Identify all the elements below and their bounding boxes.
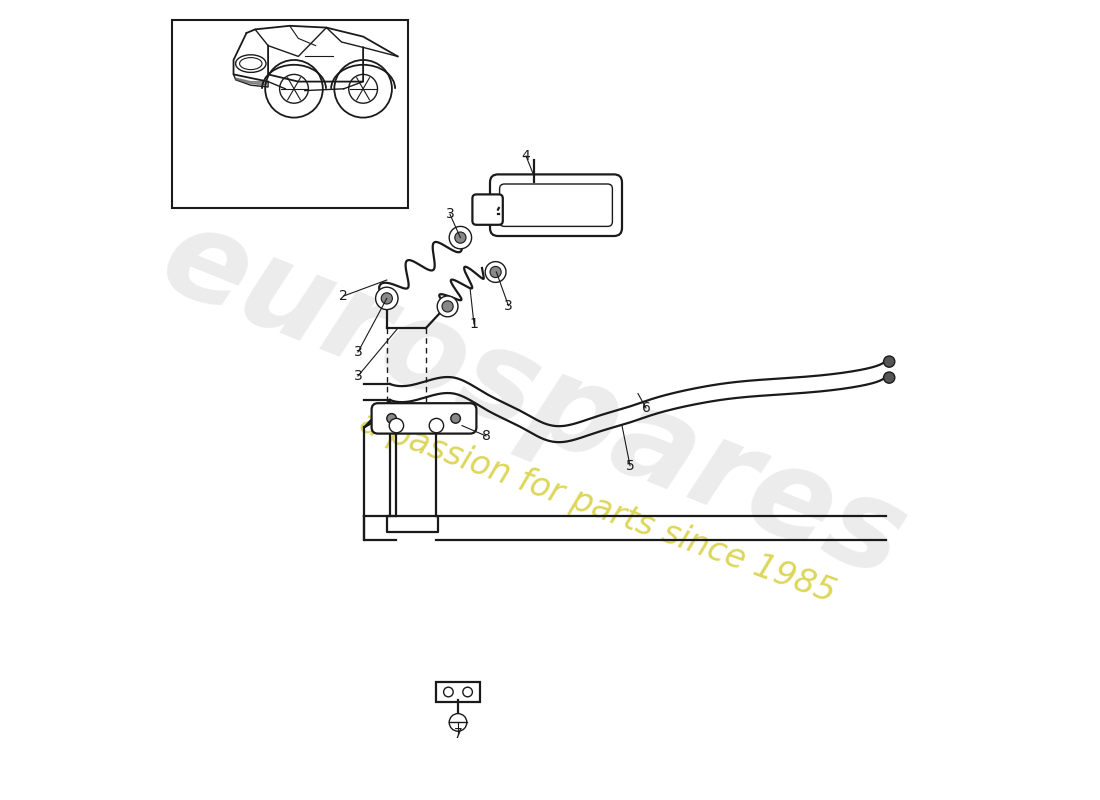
Text: 6: 6 <box>641 401 650 415</box>
Circle shape <box>382 293 393 304</box>
Text: 8: 8 <box>482 429 491 443</box>
Circle shape <box>437 296 458 317</box>
Circle shape <box>883 372 894 383</box>
Text: eurospares: eurospares <box>145 196 923 604</box>
Circle shape <box>442 301 453 312</box>
FancyBboxPatch shape <box>472 194 503 225</box>
Text: 2: 2 <box>339 289 348 303</box>
Circle shape <box>883 356 894 367</box>
Bar <box>173 20 408 208</box>
Circle shape <box>449 226 472 249</box>
Text: 4: 4 <box>521 149 530 163</box>
Polygon shape <box>235 78 266 86</box>
Circle shape <box>389 418 404 433</box>
Circle shape <box>387 414 396 423</box>
Circle shape <box>485 262 506 282</box>
Text: 5: 5 <box>626 458 635 473</box>
Circle shape <box>429 418 443 433</box>
Text: a passion for parts since 1985: a passion for parts since 1985 <box>355 406 840 610</box>
FancyBboxPatch shape <box>490 174 622 236</box>
Circle shape <box>463 687 472 697</box>
Text: 1: 1 <box>470 317 478 331</box>
Text: 3: 3 <box>446 207 454 222</box>
Circle shape <box>454 232 466 243</box>
FancyBboxPatch shape <box>372 403 476 434</box>
FancyBboxPatch shape <box>437 682 480 702</box>
Circle shape <box>451 414 461 423</box>
Circle shape <box>375 287 398 310</box>
Text: 3: 3 <box>353 345 362 359</box>
Circle shape <box>449 714 466 731</box>
Circle shape <box>443 687 453 697</box>
Text: 3: 3 <box>504 298 513 313</box>
Text: 3: 3 <box>353 369 362 383</box>
FancyBboxPatch shape <box>499 184 613 226</box>
Circle shape <box>490 266 502 278</box>
Text: 7: 7 <box>453 727 462 742</box>
